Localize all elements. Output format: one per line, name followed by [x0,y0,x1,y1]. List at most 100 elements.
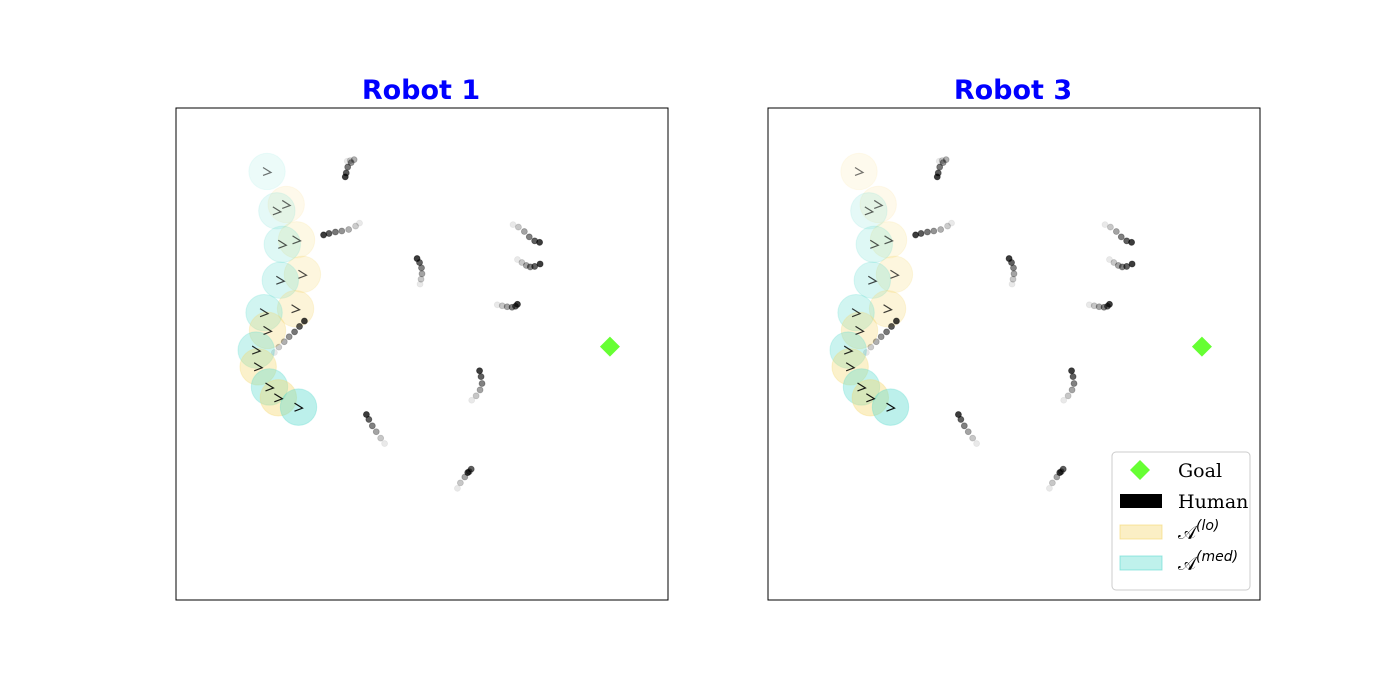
legend-label-human: Human [1178,491,1248,513]
human-8-point-0 [973,440,981,447]
human-0-point-2 [350,156,358,164]
robot-heading-4 [869,239,880,249]
human-6-point-4 [291,328,298,336]
human-5-point-2 [503,303,511,311]
human-9-point-1 [1048,479,1056,487]
human-2-point-5 [536,238,543,246]
robot-heading-7 [291,304,301,314]
robot-set-lo-3 [869,221,908,259]
robot-heading-6 [275,275,286,285]
human-3-point-1 [1110,259,1118,266]
human-0-point-4 [344,163,352,171]
robot-set-lo-5 [283,255,322,293]
human-6-point-0 [863,349,870,356]
robot-heading-2 [272,206,283,216]
robot-set-lo-5 [875,255,914,293]
human-0-point-4 [936,163,944,171]
human-3-point-4 [1123,263,1131,270]
human-6-point-5 [296,323,303,330]
robot-heading-2 [864,206,875,216]
human-2-point-3 [1117,233,1125,241]
human-2-point-1 [1107,223,1114,231]
human-8-point-0 [381,440,389,447]
robot-set-med-2 [850,192,888,230]
human-2-point-0 [509,221,517,229]
robot-heading-1 [281,199,292,209]
human-8-point-3 [368,422,376,430]
axes-frame [175,107,669,601]
robot-heading-14 [886,402,896,412]
robot-heading-11 [253,362,264,372]
robot-set-med-2 [258,192,296,230]
human-7-point-3 [478,380,486,387]
human-2-point-1 [515,223,522,231]
human-2-point-3 [525,233,533,241]
robot-set-lo-13 [851,379,890,417]
robot-heading-8 [259,308,270,318]
human-9-point-0 [1046,484,1053,492]
robot-set-med-4 [855,225,893,263]
human-7-point-4 [477,373,485,381]
human-9-point-5 [464,469,472,476]
human-3-point-2 [522,262,530,269]
robot-heading-5 [298,269,308,279]
robot-1-panel [175,107,669,601]
chart-title-robot-3: Robot 3 [954,75,1072,106]
human-6-point-5 [888,323,895,330]
robot-set-med-10 [829,331,867,369]
robot-heading-13 [274,393,284,403]
human-4-point-5 [413,255,421,262]
human-7-point-5 [476,367,483,375]
human-7-point-0 [1060,396,1068,404]
robot-heading-13 [866,393,876,403]
robot-heading-12 [265,382,275,392]
human-8-point-2 [372,428,380,436]
human-1-point-2 [345,226,353,233]
robot-set-lo-3 [277,221,316,259]
robot-heading-1 [873,199,884,209]
human-7-point-5 [1068,367,1075,375]
human-8-point-5 [955,411,962,418]
human-5-point-1 [498,302,506,310]
human-1-point-3 [338,227,346,235]
robot-set-med-6 [853,261,892,299]
robot-heading-14 [294,402,304,412]
human-3-point-0 [514,256,521,263]
human-1-point-1 [944,222,951,230]
robot-set-lo-13 [259,379,298,417]
robot-set-lo-11 [239,348,277,386]
human-4-point-2 [418,270,426,278]
robot-heading-0 [262,166,273,177]
human-1-point-2 [937,226,945,233]
human-4-point-2 [1010,270,1018,278]
robot-heading-10 [843,345,854,355]
human-0-point-2 [942,156,950,164]
human-7-point-1 [1064,392,1072,400]
goal-marker [1191,336,1212,357]
robot-heading-0 [854,166,865,177]
human-2-point-2 [1112,228,1120,235]
robot-heading-11 [845,362,856,372]
legend-goal-icon [1130,460,1150,480]
human-7-point-0 [468,396,476,404]
human-3-point-0 [1106,256,1113,263]
robot-heading-12 [857,382,867,392]
robot-set-lo-9 [840,311,879,350]
human-6-point-6 [301,317,308,325]
human-2-point-2 [520,228,528,235]
legend-label-a_lo: 𝒜 [1178,522,1198,544]
human-0-point-3 [347,159,355,167]
human-9-point-0 [454,484,461,492]
human-2-point-0 [1101,221,1109,229]
legend-human-swatch [1120,494,1162,508]
robot-set-lo-9 [248,311,287,350]
human-6-point-0 [270,349,278,356]
human-3-point-1 [518,259,526,266]
human-1-point-3 [930,227,938,235]
robot-heading-9 [263,325,273,335]
human-5-point-5 [514,300,521,308]
human-7-point-2 [476,386,484,394]
human-8-point-1 [969,434,977,442]
human-0-point-3 [939,159,947,167]
